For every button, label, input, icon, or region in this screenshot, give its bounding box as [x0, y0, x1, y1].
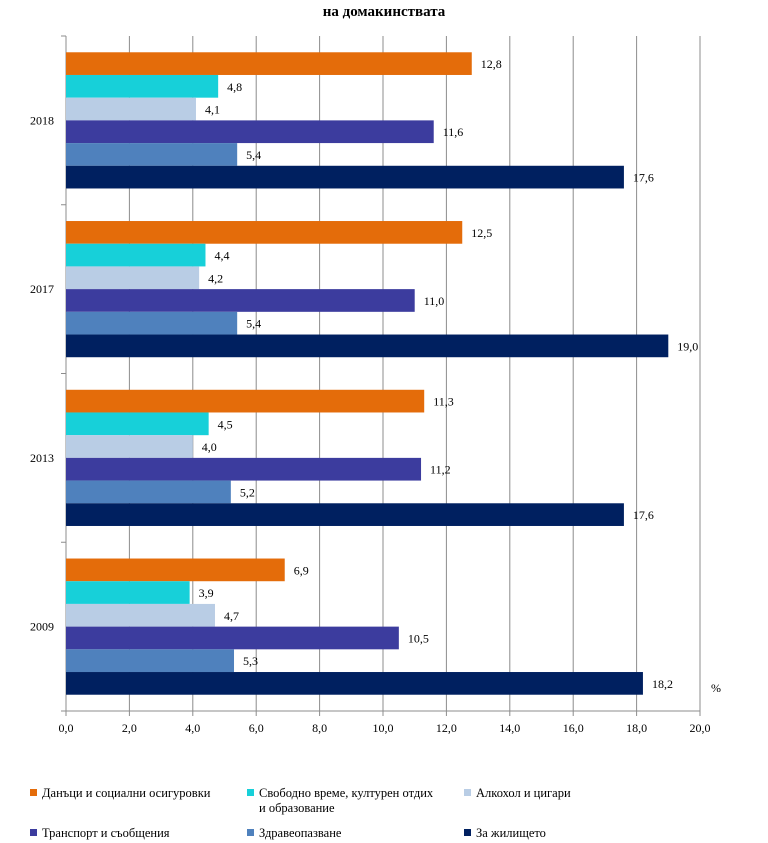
bar — [66, 143, 238, 166]
data-label: 11,0 — [424, 294, 445, 308]
bar — [66, 266, 200, 290]
legend-label-line: Здравеопазване — [259, 826, 342, 840]
bar — [66, 52, 472, 75]
data-label: 3,9 — [199, 586, 214, 600]
x-axis-label: % — [711, 681, 721, 695]
data-label: 4,0 — [202, 440, 217, 454]
legend-item: Алкохол и цигари — [464, 786, 571, 801]
bar — [66, 74, 219, 98]
x-tick-label: 0,0 — [59, 721, 74, 735]
data-label: 4,5 — [218, 417, 233, 431]
data-label: 12,5 — [471, 226, 492, 240]
legend-item: Здравеопазване — [247, 826, 341, 841]
x-tick-label: 12,0 — [436, 721, 457, 735]
legend-label-line: Транспорт и съобщения — [42, 826, 170, 840]
legend-swatch — [247, 829, 254, 836]
x-tick-label: 18,0 — [626, 721, 647, 735]
bar — [66, 221, 463, 244]
legend-swatch — [464, 829, 471, 836]
data-label: 4,7 — [224, 609, 239, 623]
data-label: 10,5 — [408, 631, 429, 645]
data-label: 12,8 — [481, 57, 502, 71]
x-tick-label: 10,0 — [373, 721, 394, 735]
x-tick-label: 4,0 — [185, 721, 200, 735]
bar — [66, 334, 669, 358]
legend-item: За жилището — [464, 826, 546, 841]
bar — [66, 243, 206, 267]
data-label: 4,4 — [214, 249, 229, 263]
x-tick-label: 20,0 — [690, 721, 711, 735]
bar — [66, 603, 215, 627]
x-tick-label: 16,0 — [563, 721, 584, 735]
data-label: 5,2 — [240, 485, 255, 499]
data-label: 11,3 — [433, 395, 454, 409]
chart-title: на домакинствата — [322, 4, 446, 20]
data-label: 4,1 — [205, 103, 220, 117]
x-tick-label: 6,0 — [249, 721, 264, 735]
legend-item: Данъци и социални осигуровки — [30, 786, 210, 801]
legend-label: За жилището — [476, 826, 546, 841]
legend-item: Транспорт и съобщения — [30, 826, 170, 841]
data-label: 5,4 — [246, 317, 261, 331]
legend-label: Транспорт и съобщения — [42, 826, 170, 841]
legend-swatch — [247, 789, 254, 796]
category-label: 2018 — [30, 113, 54, 127]
data-label: 19,0 — [677, 339, 698, 353]
data-label: 11,2 — [430, 463, 451, 477]
data-label: 4,8 — [227, 80, 242, 94]
bar — [66, 389, 425, 413]
bar — [66, 672, 643, 695]
data-label: 18,2 — [652, 677, 673, 691]
x-tick-label: 14,0 — [499, 721, 520, 735]
data-label: 17,6 — [633, 508, 654, 522]
x-tick-label: 8,0 — [312, 721, 327, 735]
bar — [66, 435, 193, 458]
legend-label: Свободно време, културен отдих и образова… — [259, 786, 433, 816]
bar — [66, 457, 422, 481]
category-label: 2017 — [30, 282, 54, 296]
bar — [66, 626, 399, 650]
data-label: 11,6 — [443, 125, 464, 139]
bar — [66, 120, 434, 144]
bar — [66, 412, 209, 436]
legend-label-line: и образование — [259, 801, 335, 815]
category-label: 2013 — [30, 451, 54, 465]
legend-label-line: Свободно време, културен отдих — [259, 786, 434, 800]
bar — [66, 165, 624, 189]
legend-swatch — [30, 789, 37, 796]
legend-label: Данъци и социални осигуровки — [42, 786, 210, 801]
bar — [66, 581, 190, 604]
data-label: 4,2 — [208, 271, 223, 285]
data-label: 5,4 — [246, 148, 261, 162]
bar — [66, 311, 238, 335]
category-label: 2009 — [30, 620, 54, 634]
data-label: 17,6 — [633, 171, 654, 185]
legend-label-line: Алкохол и цигари — [476, 786, 571, 800]
bar — [66, 289, 415, 312]
legend-label: Алкохол и цигари — [476, 786, 571, 801]
bar — [66, 97, 196, 121]
legend-swatch — [464, 789, 471, 796]
bar — [66, 649, 235, 673]
legend-label: Здравеопазване — [259, 826, 341, 841]
bar — [66, 558, 285, 582]
x-tick-label: 2,0 — [122, 721, 137, 735]
legend-label-line: Данъци и социални осигуровки — [42, 786, 211, 800]
bar — [66, 480, 231, 504]
legend-label-line: За жилището — [476, 826, 546, 840]
legend-swatch — [30, 829, 37, 836]
data-label: 6,9 — [294, 563, 309, 577]
data-label: 5,3 — [243, 654, 258, 668]
bar — [66, 503, 624, 526]
legend-item: Свободно време, културен отдих и образова… — [247, 786, 433, 816]
